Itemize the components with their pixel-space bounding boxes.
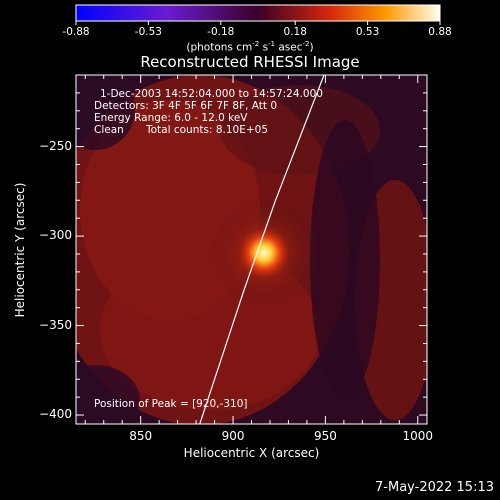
colorbar-tick-label: 0.53 (355, 26, 380, 38)
colorbar-tick-label: 0.18 (283, 26, 307, 38)
footer-timestamp: 7-May-2022 15:13 (375, 480, 494, 495)
y-tick-label: −250 (39, 138, 72, 153)
colorbar (75, 4, 441, 22)
axis-ticks (76, 74, 427, 424)
x-axis-label: Heliocentric X (arcsec) (183, 446, 320, 460)
method-label: Clean (94, 124, 124, 136)
colorbar-tick-label: 0.88 (428, 26, 452, 38)
peak-position-label: Position of Peak = [920,-310] (94, 398, 248, 410)
y-tick-label: −400 (39, 407, 72, 422)
colorbar-tick-label: -0.53 (134, 26, 162, 38)
y-axis-label: Heliocentric Y (arcsec) (13, 182, 27, 318)
solar-limb-line (199, 75, 325, 424)
energy-range-label: Energy Range: 6.0 - 12.0 keV (94, 112, 248, 124)
y-tick-label: −350 (39, 317, 72, 332)
detectors-label: Detectors: 3F 4F 5F 6F 7F 8F, Att 0 (94, 100, 278, 112)
colorbar-ticks (75, 21, 441, 25)
time-range-label: 1-Dec-2003 14:52:04.000 to 14:57:24.000 (100, 88, 323, 100)
heatmap-image (76, 75, 427, 424)
x-tick-label: 900 (221, 429, 245, 443)
colorbar-tick-label: -0.88 (62, 26, 90, 38)
chart-title: Reconstructed RHESSI Image (140, 53, 360, 71)
x-tick-label: 950 (313, 429, 337, 443)
peak-source (238, 227, 290, 279)
x-tick-label: 1000 (402, 429, 434, 443)
total-counts-label: Total counts: 8.10E+05 (146, 124, 269, 136)
colorbar-unit: (photons cm-2 s-1 asec-2) (186, 40, 314, 54)
y-tick-label: −300 (39, 228, 72, 243)
x-tick-label: 850 (129, 429, 153, 443)
colorbar-tick-label: -0.18 (207, 26, 235, 38)
